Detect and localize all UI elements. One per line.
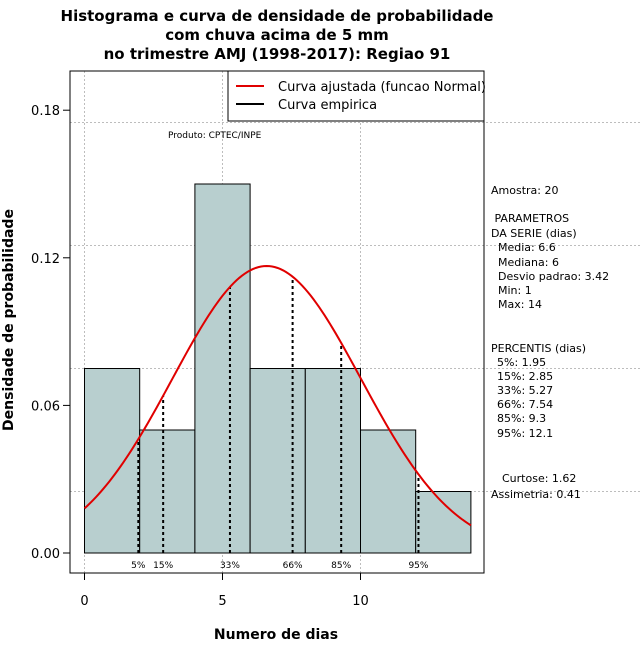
percentile-66: 66%: 7.54 — [497, 398, 553, 411]
skewness: Assimetria: 0.41 — [491, 488, 581, 501]
percentile-15: 15%: 2.85 — [497, 370, 553, 383]
normal-curve — [83, 265, 472, 527]
x-axis-title: Numero de dias — [214, 627, 338, 643]
stats-panel: Amostra: 20 PARAMETROS DA SERIE (dias) M… — [491, 184, 609, 501]
sample-size: Amostra: 20 — [491, 184, 558, 197]
percentile-5: 5%: 1.95 — [497, 356, 546, 369]
x-axis: 0 5 10 — [80, 573, 369, 609]
y-tick-label: 0.06 — [31, 399, 60, 414]
histogram-bar — [415, 491, 472, 554]
parameters-subtitle: DA SERIE (dias) — [491, 227, 577, 240]
histogram-bars — [84, 183, 472, 554]
percentile-label: 66% — [283, 561, 303, 571]
percentile-95: 95%: 12.1 — [497, 427, 553, 440]
percentile-label: 5% — [131, 561, 146, 571]
legend: Curva ajustada (funcao Normal) Curva emp… — [227, 70, 486, 122]
chart-title-line-3: no trimestre AMJ (1998-2017): Regiao 91 — [104, 45, 451, 63]
percentile-label: 33% — [220, 561, 240, 571]
histogram-bar — [249, 368, 306, 554]
histogram-bar — [304, 368, 361, 554]
param-min: Min: 1 — [498, 284, 532, 297]
legend-box — [227, 70, 485, 122]
y-axis: 0.00 0.06 0.12 0.18 — [31, 104, 70, 562]
y-tick-label: 0.18 — [31, 104, 60, 119]
x-tick-label: 0 — [80, 594, 88, 609]
chart-title-line-2: com chuva acima de 5 mm — [165, 26, 389, 44]
credit-annotation: Produto: CPTEC/INPE — [168, 131, 262, 141]
normal-curve-line — [83, 265, 472, 527]
percentiles-title: PERCENTIS (dias) — [491, 342, 586, 355]
percentile-lines: 5% 15% 33% 66% 85% 95% — [131, 276, 429, 571]
param-median: Mediana: 6 — [498, 256, 559, 269]
legend-label-fitted: Curva ajustada (funcao Normal) — [278, 80, 486, 95]
chart-title: Histograma e curva de densidade de proba… — [61, 7, 494, 63]
histogram-bar — [194, 183, 251, 554]
percentile-85: 85%: 9.3 — [497, 412, 546, 425]
chart-title-line-1: Histograma e curva de densidade de proba… — [61, 7, 494, 25]
histogram-bar — [139, 429, 196, 554]
histogram-bar — [84, 368, 141, 554]
param-mean: Media: 6.6 — [498, 241, 556, 254]
kurtosis: Curtose: 1.62 — [502, 472, 576, 485]
percentile-label: 85% — [331, 561, 351, 571]
y-tick-label: 0.00 — [31, 547, 60, 562]
legend-label-empirical: Curva empirica — [278, 98, 377, 113]
x-tick-label: 10 — [352, 594, 369, 609]
percentile-33: 33%: 5.27 — [497, 384, 553, 397]
percentile-label: 15% — [153, 561, 173, 571]
histogram-bar — [360, 429, 417, 554]
percentile-label: 95% — [408, 561, 428, 571]
y-tick-label: 0.12 — [31, 252, 60, 267]
param-max: Max: 14 — [498, 298, 542, 311]
parameters-title: PARAMETROS — [491, 212, 569, 225]
x-tick-label: 5 — [218, 594, 226, 609]
param-sd: Desvio padrao: 3.42 — [498, 270, 609, 283]
y-axis-title: Densidade de probabilidade — [1, 209, 17, 431]
